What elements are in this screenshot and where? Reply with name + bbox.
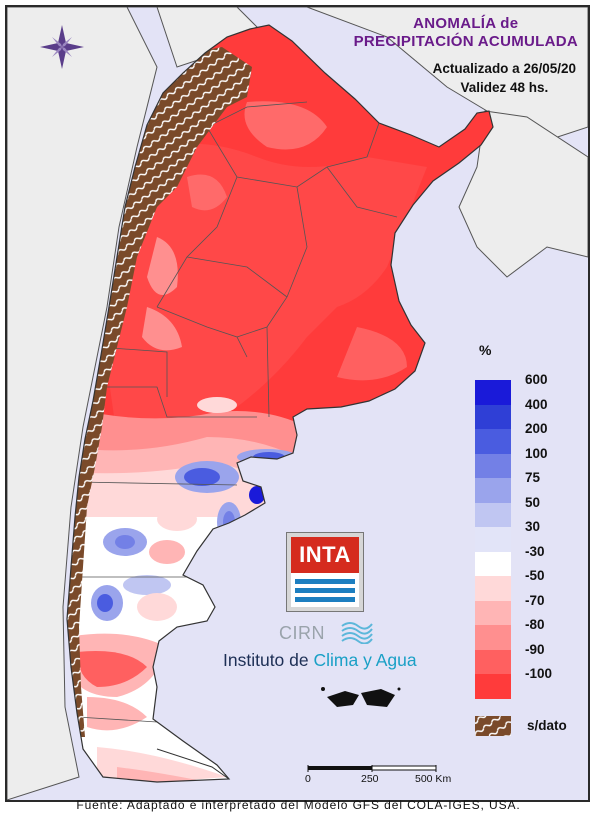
title-line-1: ANOMALÍA de (413, 15, 519, 32)
scale-label-0: 0 (305, 773, 311, 785)
legend-swatch (475, 576, 511, 601)
inta-logo-text: INTA (291, 537, 359, 573)
legend-label: -50 (525, 568, 545, 583)
legend-label: 200 (525, 421, 548, 436)
legend-label: 100 (525, 445, 548, 461)
legend-label: -70 (525, 592, 545, 608)
legend-label: -80 (525, 617, 545, 632)
compass-rose-icon (40, 25, 84, 69)
institute-highlight: Clima y Agua (313, 650, 417, 670)
legend-swatch (475, 649, 511, 675)
legend-label: 400 (525, 396, 548, 412)
institute-prefix: Instituto de (223, 650, 314, 670)
nodata-swatch (475, 716, 511, 736)
nodata-label: s/dato (527, 718, 567, 733)
legend-swatch (475, 502, 511, 528)
map-frame: ANOMALÍA de PRECIPITACIÓN ACUMULADA Actu… (5, 5, 590, 802)
legend-swatch (475, 625, 511, 650)
legend-label: -30 (525, 543, 545, 559)
legend-swatch (475, 600, 511, 626)
legend-label: 30 (525, 519, 541, 534)
source-credit: Fuente: Adaptado e interpretado del Mode… (76, 798, 521, 812)
malvinas-islands (321, 687, 401, 707)
legend-label: -90 (525, 641, 545, 657)
waves-icon (341, 622, 373, 644)
legend-label: 50 (525, 494, 541, 510)
cirn-logo-text: CIRN (279, 623, 325, 643)
inta-logo: INTA (286, 532, 364, 612)
legend-label: -100 (525, 666, 553, 681)
title-line-2: PRECIPITACIÓN ACUMULADA (353, 33, 578, 50)
legend-swatch (475, 380, 511, 405)
scale-label-250: 250 (361, 773, 379, 785)
color-legend: % 600 400 200 100 75 50 30 -30 -50 -70 -80 -90 -100 … (475, 342, 585, 752)
legend-swatch (475, 404, 511, 430)
legend-label: 75 (525, 470, 541, 485)
map-subtitle: Actualizado a 26/05/20 Validez 48 hs. (433, 59, 576, 97)
map-title: ANOMALÍA de PRECIPITACIÓN ACUMULADA (354, 15, 578, 51)
scale-label-500: 500 Km (415, 773, 452, 785)
legend-swatch (475, 527, 511, 552)
institute-name: Instituto de Clima y Agua (223, 650, 417, 671)
legend-label: 600 (525, 372, 548, 387)
legend-swatch (475, 429, 511, 454)
legend-unit: % (479, 342, 492, 358)
legend-swatch (475, 453, 511, 479)
validity: Validez 48 hs. (460, 80, 549, 95)
legend-swatch (475, 551, 511, 577)
legend-swatch (475, 674, 511, 699)
updated-date: Actualizado a 26/05/20 (432, 61, 576, 76)
legend-swatch (475, 478, 511, 503)
precipitation-anomaly-map (7, 7, 588, 800)
scale-bar: 0 250 500 Km (303, 765, 453, 791)
